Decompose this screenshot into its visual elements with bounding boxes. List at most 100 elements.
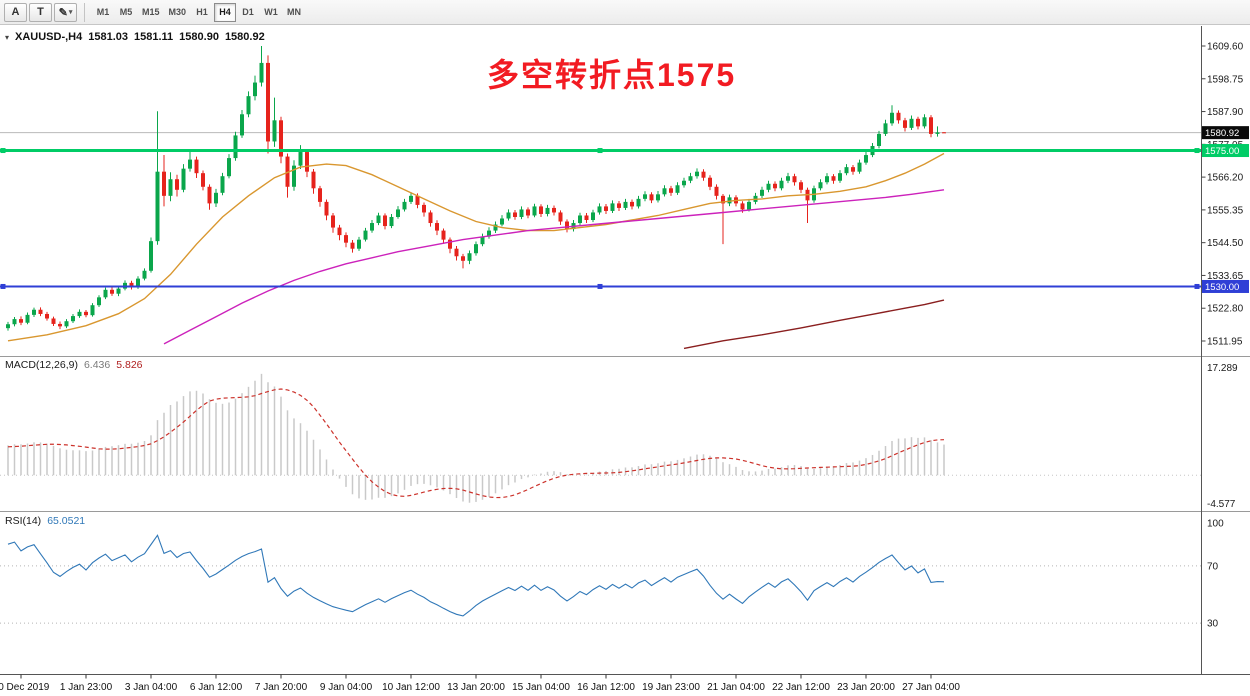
text-tool-button[interactable]: A <box>4 2 27 22</box>
hline-handle[interactable] <box>597 148 603 154</box>
candle-body <box>688 176 693 181</box>
candle-body <box>695 171 699 177</box>
candle-body <box>591 212 595 221</box>
rsi-axis-70: 70 <box>1207 561 1219 572</box>
candle-body <box>370 223 374 231</box>
candle-body <box>58 323 62 327</box>
price-tag-text: 1580.92 <box>1205 128 1239 139</box>
hline-handle[interactable] <box>597 283 603 289</box>
candle-body <box>305 152 309 172</box>
candle-body <box>766 183 771 190</box>
candle-body <box>38 309 43 314</box>
candle-body <box>727 197 732 204</box>
candle-body <box>175 179 179 190</box>
candle-body <box>136 278 140 288</box>
candle-body <box>168 179 173 196</box>
chart-symbol-icon: ▾ <box>5 32 10 42</box>
candle-body <box>19 319 23 323</box>
candle-body <box>149 241 153 271</box>
candle-body <box>396 209 400 217</box>
candle-body <box>467 253 472 261</box>
timeframe-button-h1[interactable]: H1 <box>191 3 213 22</box>
candle-body <box>428 212 433 224</box>
candle-body <box>6 324 10 329</box>
candle-body <box>77 311 82 317</box>
hline-handle[interactable] <box>1194 283 1200 289</box>
candle-body <box>896 112 901 121</box>
timeframe-button-w1[interactable]: W1 <box>260 3 282 22</box>
candle-body <box>500 218 504 225</box>
candle-body <box>350 242 355 249</box>
price-tag-1530.00: 1530.00 <box>1202 279 1249 293</box>
candle-body <box>383 215 387 227</box>
candle-body <box>747 201 751 210</box>
candle-body <box>142 270 147 279</box>
macd-axis-max: 17.289 <box>1207 363 1238 374</box>
timeframe-bar: M1 M5 M15 M30 H1 H4 D1 W1 MN <box>92 2 305 22</box>
candle-body <box>630 201 634 207</box>
price-tag-1580.92: 1580.92 <box>1202 126 1249 140</box>
cursor-tool-button[interactable]: T <box>29 2 52 22</box>
timeframe-button-mn[interactable]: MN <box>283 3 305 22</box>
candle-body <box>279 120 283 157</box>
ohlc-close: 1580.92 <box>224 31 265 43</box>
candle-body <box>792 176 797 183</box>
time-axis-label: 7 Jan 20:00 <box>255 682 308 693</box>
candle-body <box>253 82 257 97</box>
candle-body <box>90 305 95 316</box>
candle-body <box>292 165 296 187</box>
chart-annotation-text[interactable]: 多空转折点1575 <box>487 57 737 93</box>
time-axis-label: 13 Jan 20:00 <box>447 682 505 693</box>
macd-signal-line <box>7 388 945 499</box>
draw-tool-button[interactable]: ✎ ▾ <box>54 2 77 22</box>
candle-body <box>818 182 823 189</box>
price-axis-tick-label: 1533.65 <box>1207 271 1244 282</box>
candle-body <box>656 194 660 201</box>
timeframe-button-m15[interactable]: M15 <box>138 3 164 22</box>
candle-body <box>922 117 927 127</box>
candle-body <box>740 203 745 210</box>
time-axis-label: 22 Jan 12:00 <box>772 682 830 693</box>
candle-body <box>851 167 855 172</box>
candle-body <box>344 235 348 243</box>
candle-body <box>188 159 192 169</box>
candle-body <box>825 176 829 183</box>
timeframe-button-m30[interactable]: M30 <box>165 3 191 22</box>
candle-body <box>357 239 361 249</box>
candle-body <box>266 62 270 142</box>
candle-body <box>162 171 166 196</box>
timeframe-button-m5[interactable]: M5 <box>115 3 137 22</box>
timeframe-button-m1[interactable]: M1 <box>92 3 114 22</box>
candle-body <box>610 203 615 211</box>
time-axis-label: 10 Jan 12:00 <box>382 682 440 693</box>
price-axis-tick-label: 1609.60 <box>1207 42 1244 53</box>
hline-handle[interactable] <box>0 148 6 154</box>
candle-body <box>558 212 563 222</box>
candle-body <box>487 230 491 237</box>
candle-body <box>701 171 706 178</box>
candle-body <box>942 132 946 134</box>
candles-layer <box>6 46 946 331</box>
candle-body <box>545 207 550 214</box>
candle-body <box>552 207 556 213</box>
timeframe-button-h4[interactable]: H4 <box>214 2 237 22</box>
candle-body <box>838 173 842 181</box>
candle-body <box>929 117 933 134</box>
candle-body <box>617 203 621 208</box>
candle-body <box>786 176 790 181</box>
candle-body <box>415 195 420 205</box>
candle-body <box>799 182 803 190</box>
candle-body <box>760 189 764 196</box>
candle-body <box>935 132 940 134</box>
chart-info-line: ▾ XAUUSD-,H4 1581.03 1581.11 1580.90 158… <box>5 31 265 43</box>
candle-body <box>903 120 907 128</box>
candle-body <box>441 230 446 240</box>
candle-body <box>532 206 537 216</box>
time-axis-label: 30 Dec 2019 <box>0 682 50 693</box>
timeframe-button-d1[interactable]: D1 <box>237 3 259 22</box>
candle-body <box>337 227 342 236</box>
hline-handle[interactable] <box>0 283 6 289</box>
candle-body <box>604 206 608 211</box>
hline-handle[interactable] <box>1194 148 1200 154</box>
